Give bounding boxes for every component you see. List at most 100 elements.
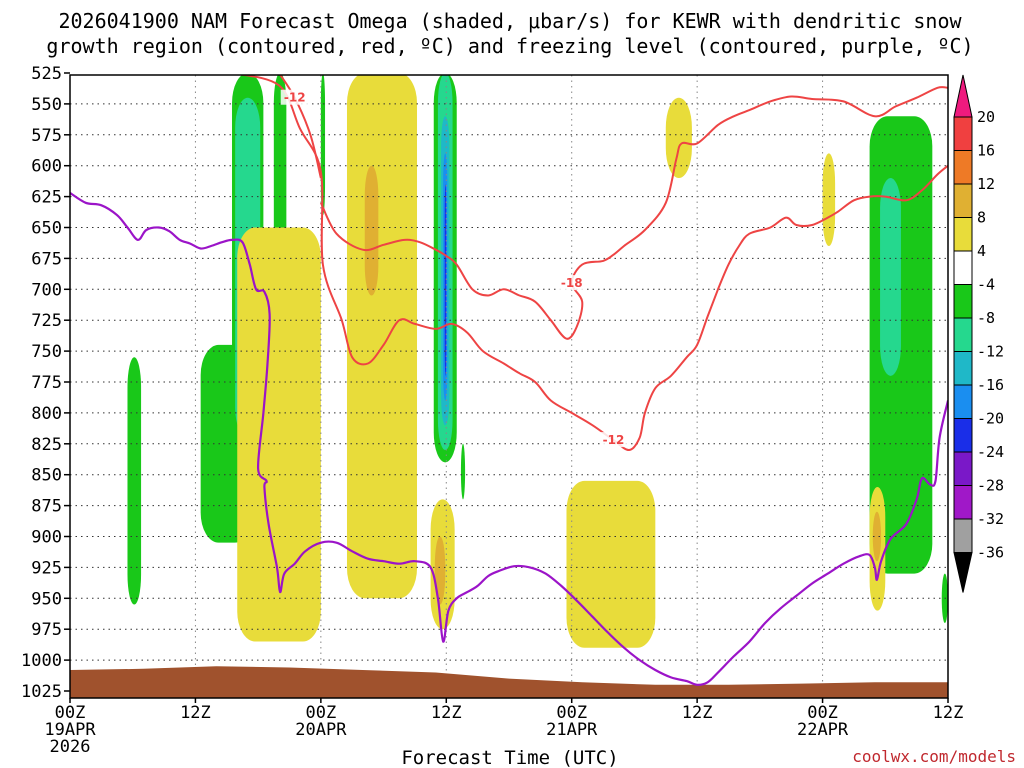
colorbar-segment-4 <box>953 217 973 252</box>
y-tick-label-550: 550 <box>31 95 62 115</box>
terrain-surface <box>70 666 948 698</box>
freezing-level-line <box>70 191 948 686</box>
x-tick-label: 22APR <box>797 720 849 740</box>
x-tick-label: 20APR <box>295 720 347 740</box>
y-tick-label-625: 625 <box>31 188 62 208</box>
colorbar-tick-label: -20 <box>977 410 1004 428</box>
x-tick-label: 12Z <box>933 703 964 723</box>
y-tick-label-975: 975 <box>31 620 62 640</box>
contour-label-bg <box>557 275 586 291</box>
omega-region-6 <box>460 443 466 500</box>
omega-region-14 <box>444 184 447 376</box>
omega-region-18 <box>566 480 656 648</box>
colorbar-segment-6 <box>953 284 973 319</box>
colorbar-segment-1 <box>953 116 973 151</box>
contour-label: -12 <box>603 433 625 447</box>
omega-region-3 <box>127 357 142 605</box>
y-tick-label-700: 700 <box>31 280 62 300</box>
y-tick-label-650: 650 <box>31 219 62 239</box>
plot-area: -12 -12 -18 <box>70 75 948 698</box>
contour-label-bg <box>599 432 628 448</box>
omega-region-22 <box>364 165 379 296</box>
y-tick-label-675: 675 <box>31 249 62 269</box>
colorbar-segment-7 <box>953 317 973 352</box>
y-tick-label-725: 725 <box>31 311 62 331</box>
chart-title-line2: growth region (contoured, red, ºC) and f… <box>46 34 973 58</box>
pressure-axis: 525 550 575 600 625 650 675 700 725 750 775 800 825 8… <box>21 64 70 702</box>
grid-lines <box>70 75 948 698</box>
colorbar-segment-9 <box>953 384 973 419</box>
colorbar-tick-label: 12 <box>977 175 995 193</box>
colorbar-tick-label: -4 <box>977 276 995 294</box>
colorbar-tick-label: -24 <box>977 443 1004 461</box>
dendritic-growth-contours: -12 -12 -18 <box>237 75 948 451</box>
x-tick-label: 19APR <box>44 720 96 740</box>
y-tick-label-1000: 1000 <box>21 651 62 671</box>
omega-region-20 <box>822 153 836 247</box>
x-tick-label: 21APR <box>546 720 598 740</box>
y-tick-label-775: 775 <box>31 373 62 393</box>
omega-region-15 <box>346 75 418 599</box>
red-contour--12-1 <box>279 75 322 179</box>
y-tick-label-900: 900 <box>31 528 62 548</box>
y-tick-label-575: 575 <box>31 126 62 146</box>
x-tick-label: 00Z <box>305 703 336 723</box>
terrain-fill <box>70 666 948 698</box>
x-axis-label: Forecast Time (UTC) <box>401 747 618 768</box>
y-tick-label-925: 925 <box>31 558 62 578</box>
chart-title-line1: 2026041900 NAM Forecast Omega (shaded, μ… <box>58 9 962 33</box>
colorbar: 20 16 12 8 4 -4 -8 -12 -16 -20 -24 -28 -32 -36 <box>953 74 1004 593</box>
x-tick-label: 12Z <box>682 703 713 723</box>
colorbar-segment-13 <box>953 518 973 553</box>
colorbar-tick-label: -12 <box>977 343 1004 361</box>
x-tick-label: 00Z <box>556 703 587 723</box>
omega-region-16 <box>237 227 321 642</box>
freezing-level-contour <box>70 191 948 686</box>
x-tick-label: 12Z <box>431 703 462 723</box>
colorbar-segment-10 <box>953 418 973 453</box>
colorbar-tick-label: -8 <box>977 309 995 327</box>
colorbar-tick-label: -28 <box>977 477 1004 495</box>
y-tick-label-825: 825 <box>31 435 62 455</box>
colorbar-segment-11 <box>953 451 973 486</box>
y-tick-label-600: 600 <box>31 157 62 177</box>
colorbar-segment-3 <box>953 183 973 218</box>
y-tick-label-875: 875 <box>31 497 62 517</box>
colorbar-bottom-arrow <box>953 552 973 593</box>
y-tick-label-800: 800 <box>31 404 62 424</box>
contour-label: -12 <box>284 91 306 105</box>
colorbar-tick-label: 8 <box>977 209 986 227</box>
x-tick-label: 2026 <box>50 737 91 757</box>
y-tick-label-950: 950 <box>31 589 62 609</box>
contour-label-bg <box>280 89 309 105</box>
omega-region-23 <box>434 536 446 605</box>
y-tick-label-1025: 1025 <box>21 682 62 702</box>
x-tick-label: 00Z <box>55 703 86 723</box>
y-tick-label-750: 750 <box>31 342 62 362</box>
plot-frame <box>69 74 949 699</box>
omega-region-11 <box>880 178 901 376</box>
colorbar-segment-5 <box>953 250 973 285</box>
contour-label: -18 <box>561 276 583 290</box>
colorbar-tick-label: -32 <box>977 510 1004 528</box>
colorbar-tick-label: 4 <box>977 242 986 260</box>
credit-label: coolwx.com/models <box>852 747 1016 766</box>
y-tick-label-525: 525 <box>31 64 62 84</box>
colorbar-tick-label: -36 <box>977 544 1004 562</box>
colorbar-tick-label: -16 <box>977 376 1004 394</box>
colorbar-tick-label: 16 <box>977 142 995 160</box>
red-contour--12-0 <box>237 75 948 451</box>
omega-shading <box>127 75 948 648</box>
x-tick-label: 12Z <box>180 703 211 723</box>
colorbar-segment-12 <box>953 485 973 520</box>
colorbar-top-arrow <box>953 74 973 118</box>
colorbar-tick-label: 20 <box>977 108 995 126</box>
x-tick-label: 00Z <box>807 703 838 723</box>
red-contour--18-2 <box>319 86 948 340</box>
y-tick-label-850: 850 <box>31 466 62 486</box>
colorbar-segment-2 <box>953 150 973 185</box>
omega-region-24 <box>872 511 882 562</box>
colorbar-segment-8 <box>953 351 973 386</box>
